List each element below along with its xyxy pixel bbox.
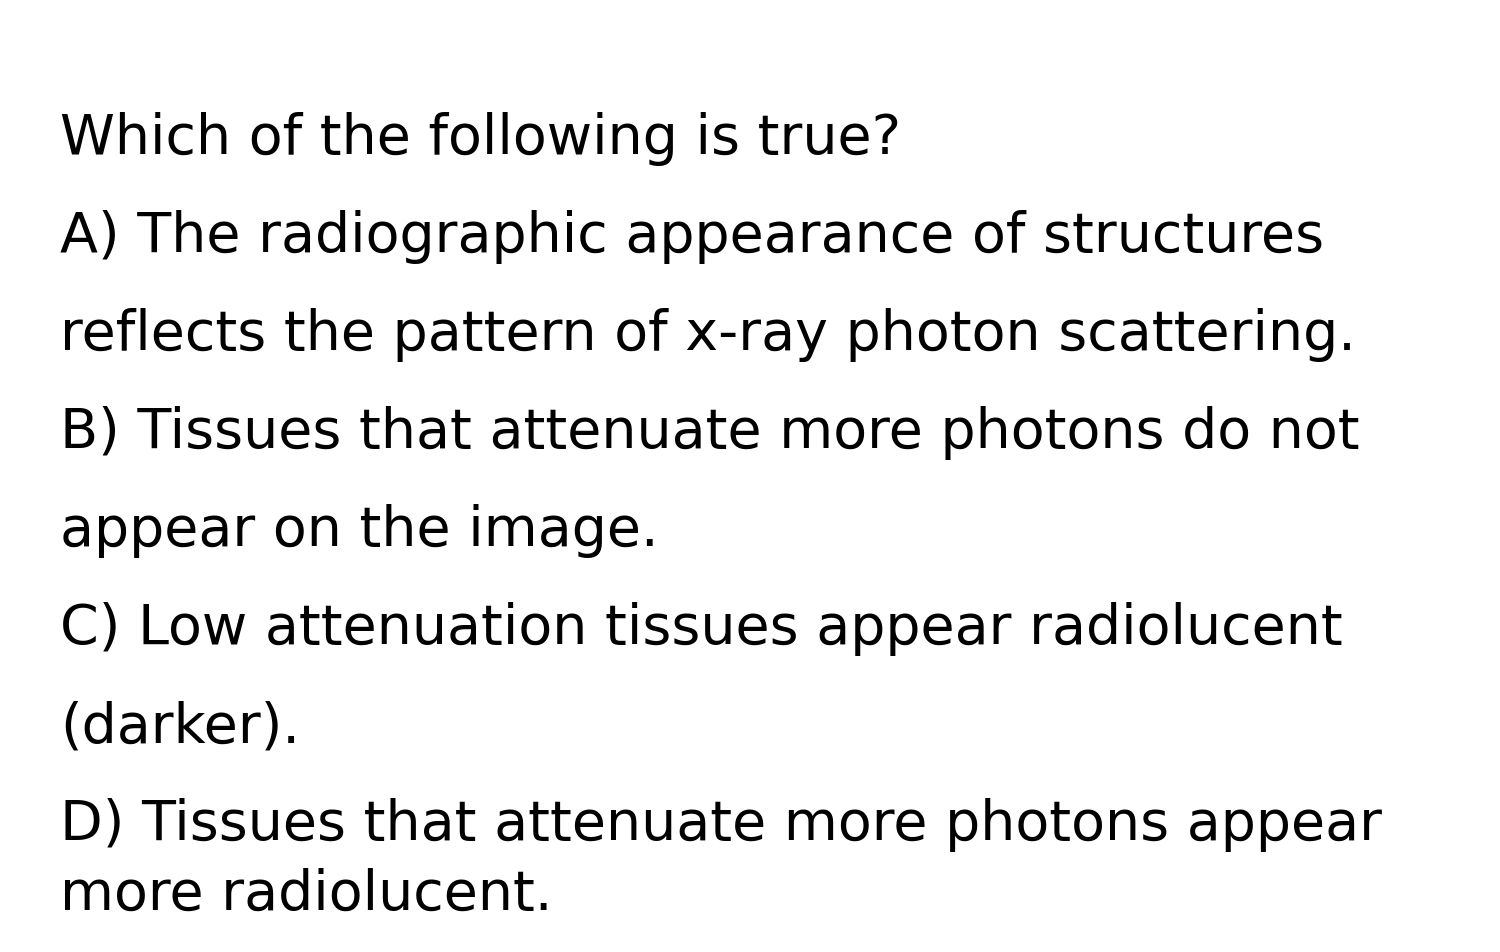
- Text: appear on the image.: appear on the image.: [60, 504, 658, 558]
- Text: D) Tissues that attenuate more photons appear: D) Tissues that attenuate more photons a…: [60, 798, 1382, 852]
- Text: A) The radiographic appearance of structures: A) The radiographic appearance of struct…: [60, 210, 1324, 264]
- Text: Which of the following is true?: Which of the following is true?: [60, 112, 901, 166]
- Text: (darker).: (darker).: [60, 700, 300, 754]
- Text: reflects the pattern of x-ray photon scattering.: reflects the pattern of x-ray photon sca…: [60, 308, 1356, 362]
- Text: B) Tissues that attenuate more photons do not: B) Tissues that attenuate more photons d…: [60, 406, 1359, 460]
- Text: more radiolucent.: more radiolucent.: [60, 868, 552, 922]
- Text: C) Low attenuation tissues appear radiolucent: C) Low attenuation tissues appear radiol…: [60, 602, 1342, 656]
